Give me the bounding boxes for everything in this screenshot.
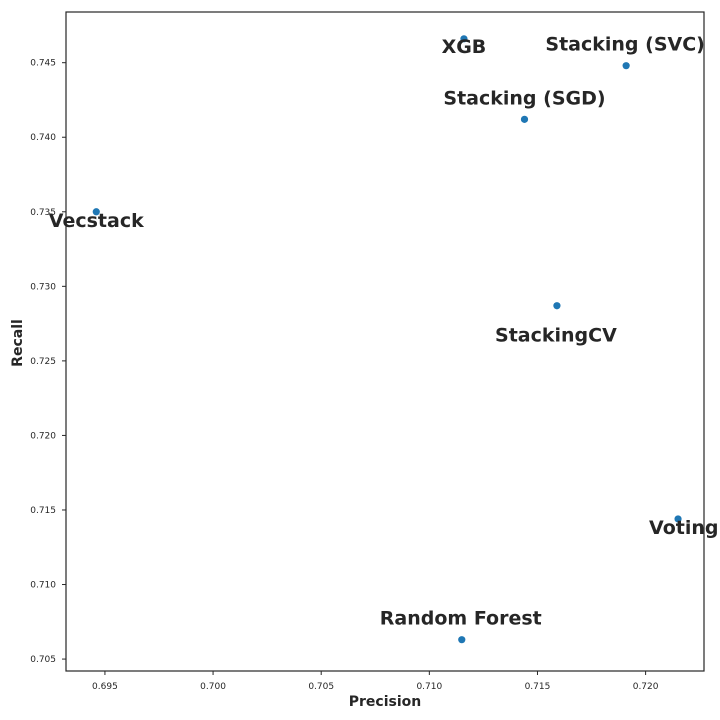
- x-tick-label: 0.720: [633, 682, 659, 692]
- scatter-point: [674, 515, 682, 523]
- y-tick-label: 0.705: [30, 655, 56, 665]
- scatter-point: [553, 302, 561, 310]
- point-labels: XGB Stacking (SVC) Stacking (SGD) Vecstack S…: [49, 34, 719, 630]
- scatter-point: [458, 636, 466, 644]
- plot-area: [65, 11, 705, 672]
- x-tick-label: 0.710: [416, 682, 442, 692]
- y-axis-label: Recall: [10, 319, 26, 367]
- scatter-point: [520, 115, 529, 123]
- point-label: XGB: [442, 36, 487, 58]
- x-tick-label: 0.715: [525, 682, 551, 692]
- y-tick-label: 0.725: [30, 357, 56, 367]
- point-label: StackingCV: [495, 325, 617, 347]
- point-label: Stacking (SGD): [443, 87, 605, 109]
- point-label: Stacking (SVC): [545, 34, 704, 56]
- point-label: Vecstack: [49, 210, 144, 232]
- x-axis-ticks: 0.695 0.700 0.705 0.710 0.715 0.720: [92, 671, 659, 692]
- x-axis-label: Precision: [349, 694, 421, 710]
- point-label: Random Forest: [380, 608, 542, 630]
- scatter-point: [92, 208, 100, 216]
- data-points: [92, 35, 682, 644]
- x-tick-label: 0.705: [308, 682, 334, 692]
- y-tick-label: 0.740: [30, 133, 56, 143]
- y-axis-ticks: 0.705 0.710 0.715 0.720 0.725 0.730 0.735 0.740…: [30, 59, 66, 665]
- y-tick-label: 0.715: [30, 506, 56, 516]
- y-tick-label: 0.730: [30, 282, 56, 292]
- y-tick-label: 0.745: [30, 59, 56, 69]
- x-tick-label: 0.700: [200, 682, 226, 692]
- y-tick-label: 0.735: [30, 208, 56, 218]
- x-tick-label: 0.695: [92, 682, 118, 692]
- point-label: Voting: [649, 517, 718, 539]
- scatter-point: [622, 62, 630, 70]
- scatter-point: [460, 35, 468, 43]
- y-tick-label: 0.720: [30, 431, 56, 441]
- y-tick-label: 0.710: [30, 581, 56, 591]
